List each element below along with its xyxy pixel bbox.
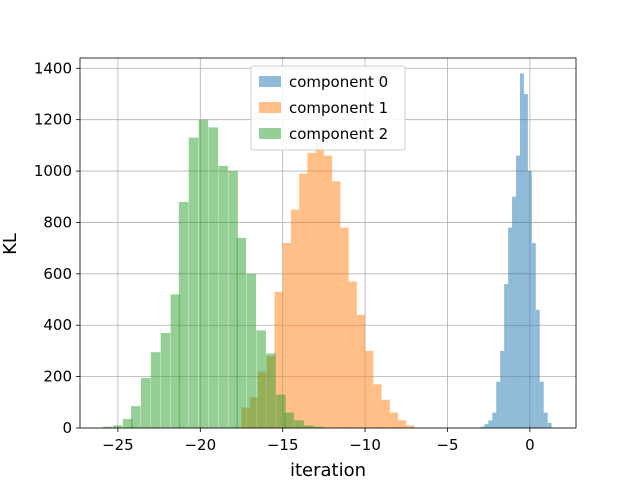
histogram-bar [112, 425, 123, 428]
legend-swatch [259, 76, 281, 87]
histogram-bar [256, 330, 266, 428]
histogram-bar [531, 243, 536, 428]
histogram-bar [276, 394, 286, 428]
plot-frame [79, 57, 577, 429]
histogram-bar [492, 412, 497, 428]
histogram-bar [236, 237, 247, 428]
histogram-bar [170, 294, 181, 428]
histogram-bars [103, 73, 552, 429]
histogram-bar [188, 137, 199, 428]
legend-label: component 0 [289, 73, 388, 91]
histogram-bar [500, 350, 505, 428]
x-tick-label: −20 [184, 436, 216, 454]
histogram-bar [389, 412, 399, 428]
histogram-bar [122, 419, 133, 428]
histogram-bar [406, 425, 415, 428]
x-tick-label: −15 [267, 436, 299, 454]
y-tick-label: 0 [62, 419, 72, 437]
series-1-bars [241, 142, 415, 428]
histogram-bar [246, 273, 256, 428]
y-tick-label: 800 [43, 213, 72, 231]
histogram-bar [508, 227, 513, 428]
histogram-bar [539, 381, 544, 428]
histogram-bar [140, 377, 151, 428]
histogram-bar [356, 314, 366, 428]
histogram-bar [348, 281, 357, 428]
histogram-bar [381, 399, 390, 428]
histogram-bar [282, 243, 291, 428]
histogram-bar [516, 155, 520, 428]
histogram-bar [373, 384, 382, 428]
histogram-bar [504, 284, 509, 428]
histogram-bar [323, 155, 333, 428]
histogram-bar [218, 165, 228, 428]
histogram-bar [480, 426, 485, 428]
y-axis-ticks: 0 200 400 600 800 1000 1200 1400 [34, 59, 80, 437]
legend-label: component 1 [289, 99, 388, 117]
x-tick-label: −10 [349, 436, 381, 454]
y-tick-label: 600 [43, 265, 72, 283]
y-tick-label: 400 [43, 316, 72, 334]
histogram-bar [365, 350, 374, 428]
histogram-bar [484, 424, 489, 428]
histogram-bar [150, 352, 161, 428]
x-axis-title: iteration [290, 460, 366, 480]
y-tick-label: 1400 [34, 59, 72, 77]
x-axis-ticks: −25 −20 −15 −10 −5 0 [102, 428, 535, 454]
x-tick-label: −25 [102, 436, 134, 454]
y-tick-label: 1200 [34, 111, 72, 129]
histogram-bar [274, 291, 283, 428]
histogram-bar [340, 227, 349, 428]
legend-swatch [259, 102, 281, 113]
histogram-bar [307, 153, 316, 428]
histogram-bar [228, 171, 238, 429]
x-tick-label: −5 [436, 436, 458, 454]
histogram-bar [543, 412, 548, 428]
legend-label: component 2 [289, 125, 388, 143]
histogram-bar [313, 426, 324, 428]
histogram-bar [290, 209, 300, 428]
histogram-bar [398, 420, 407, 428]
y-axis-title: KL [0, 233, 21, 255]
histogram-bar [208, 127, 219, 428]
x-tick-label: 0 [525, 436, 535, 454]
legend-swatch [259, 128, 281, 139]
histogram-bar [284, 412, 294, 428]
histogram-bar [315, 142, 324, 428]
histogram-bar [103, 426, 113, 428]
legend-box [250, 65, 406, 151]
histogram-bar [496, 381, 501, 428]
histogram-bar [294, 420, 304, 428]
histogram-bar [266, 353, 276, 428]
y-tick-label: 200 [43, 368, 72, 386]
histogram-bar [304, 425, 314, 428]
histogram-bar [178, 201, 189, 428]
histogram-bar [131, 406, 141, 428]
legend: component 0 component 1 component 2 [250, 65, 406, 151]
histogram-bar [523, 93, 528, 428]
histogram-bar [488, 420, 493, 428]
histogram-bar [160, 332, 171, 428]
histogram-bar [299, 173, 308, 428]
histogram-bar [519, 73, 524, 429]
y-tick-label: 1000 [34, 162, 72, 180]
histogram-bar [527, 171, 532, 429]
histogram-bar [512, 196, 517, 428]
histogram-bar [535, 309, 540, 428]
histogram-bar [547, 422, 552, 428]
histogram-bar [198, 119, 209, 429]
series-2-bars [103, 119, 324, 429]
histogram-bar [332, 181, 341, 428]
series-0-bars [480, 73, 552, 429]
